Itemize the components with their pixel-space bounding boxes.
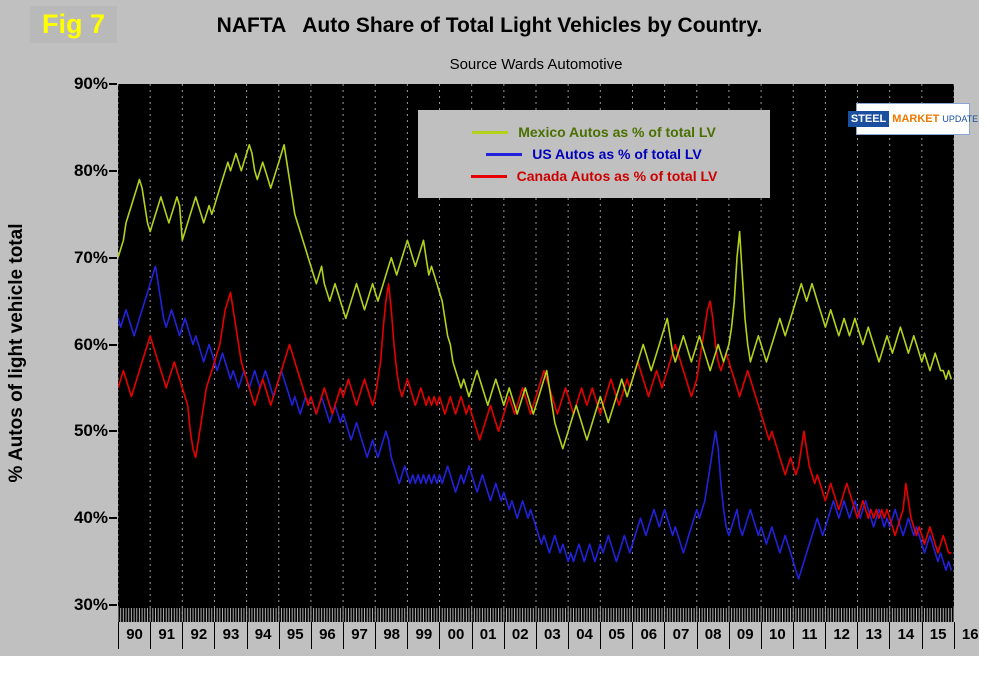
logo-steel-text: STEEL <box>847 111 890 127</box>
legend-line-sample <box>486 152 523 156</box>
legend: Mexico Autos as % of total LV US Autos as… <box>418 110 770 198</box>
series-line <box>117 282 952 554</box>
x-tick-label: 90 <box>118 622 150 649</box>
x-tick-label: 05 <box>600 622 632 649</box>
x-axis-labels: 90 91 92 93 94 95 96 97 98 99 00 01 02 03 04 05 06 07 08 09… <box>118 622 979 649</box>
legend-label: US Autos as % of total LV <box>532 146 702 162</box>
x-tick-label: 15 <box>921 622 954 649</box>
logo-update-text: UPDATE <box>942 114 979 124</box>
x-tick-label: 08 <box>696 622 729 649</box>
chart-title: NAFTA Auto Share of Total Light Vehicles… <box>216 14 763 37</box>
y-tick-mark <box>109 604 117 606</box>
series-line <box>117 265 953 580</box>
x-tick-label: 09 <box>728 622 761 649</box>
legend-label: Mexico Autos as % of total LV <box>518 124 716 140</box>
y-axis-title: % Autos of light vehicle total <box>6 223 27 483</box>
legend-line-sample <box>472 130 509 134</box>
y-tick-mark <box>109 256 117 259</box>
x-tick-label: 02 <box>503 622 536 649</box>
x-tick-label: 01 <box>471 622 504 649</box>
x-tick-label: 16 <box>953 622 979 649</box>
legend-label: Canada Autos as % of total LV <box>516 168 718 184</box>
y-tick-label: 70% <box>73 247 108 267</box>
x-tick-label: 00 <box>439 622 471 649</box>
y-tick-mark <box>109 517 117 520</box>
y-tick-mark <box>109 343 117 346</box>
legend-item: Mexico Autos as % of total LV <box>418 124 770 140</box>
y-tick-label: 40% <box>73 508 108 528</box>
x-tick-label: 99 <box>407 622 439 649</box>
x-tick-label: 13 <box>857 622 889 649</box>
y-tick-mark <box>109 430 117 433</box>
x-tick-label: 14 <box>889 622 921 649</box>
legend-line-sample <box>470 174 507 178</box>
x-tick-label: 06 <box>632 622 664 649</box>
y-tick-label: 90% <box>73 74 108 93</box>
x-tick-label: 98 <box>375 622 407 649</box>
figure-number-label: Fig 7 <box>30 6 118 43</box>
y-tick-mark <box>109 83 117 85</box>
y-tick-label: 50% <box>73 421 108 441</box>
x-tick-label: 97 <box>342 622 375 649</box>
x-tick-label: 04 <box>567 622 600 649</box>
legend-item: US Autos as % of total LV <box>418 146 770 162</box>
logo-market-text: MARKET <box>892 113 940 125</box>
x-tick-label: 96 <box>310 622 343 649</box>
x-tick-label: 94 <box>246 622 279 649</box>
x-tick-label: 03 <box>535 622 568 649</box>
y-tick-label: 60% <box>73 334 108 354</box>
x-tick-label: 10 <box>760 622 793 649</box>
chart-canvas <box>117 84 955 622</box>
x-tick-label: 07 <box>664 622 696 649</box>
steel-market-update-logo: STEEL MARKET UPDATE <box>847 103 978 135</box>
y-tick-label: 30% <box>73 595 108 614</box>
series-line <box>117 143 953 450</box>
x-tick-label: 11 <box>792 622 825 649</box>
x-tick-label: 95 <box>278 622 311 649</box>
y-tick-label: 80% <box>73 160 108 180</box>
x-tick-label: 92 <box>182 622 214 649</box>
chart-panel: Fig 7 NAFTA Auto Share of Total Light Ve… <box>0 0 979 656</box>
legend-item: Canada Autos as % of total LV <box>418 168 770 184</box>
x-tick-label: 12 <box>825 622 857 649</box>
x-tick-label: 93 <box>214 622 246 649</box>
chart-subtitle: Source Wards Automotive <box>449 56 623 73</box>
y-tick-mark <box>109 169 117 172</box>
x-tick-label: 91 <box>150 622 182 649</box>
